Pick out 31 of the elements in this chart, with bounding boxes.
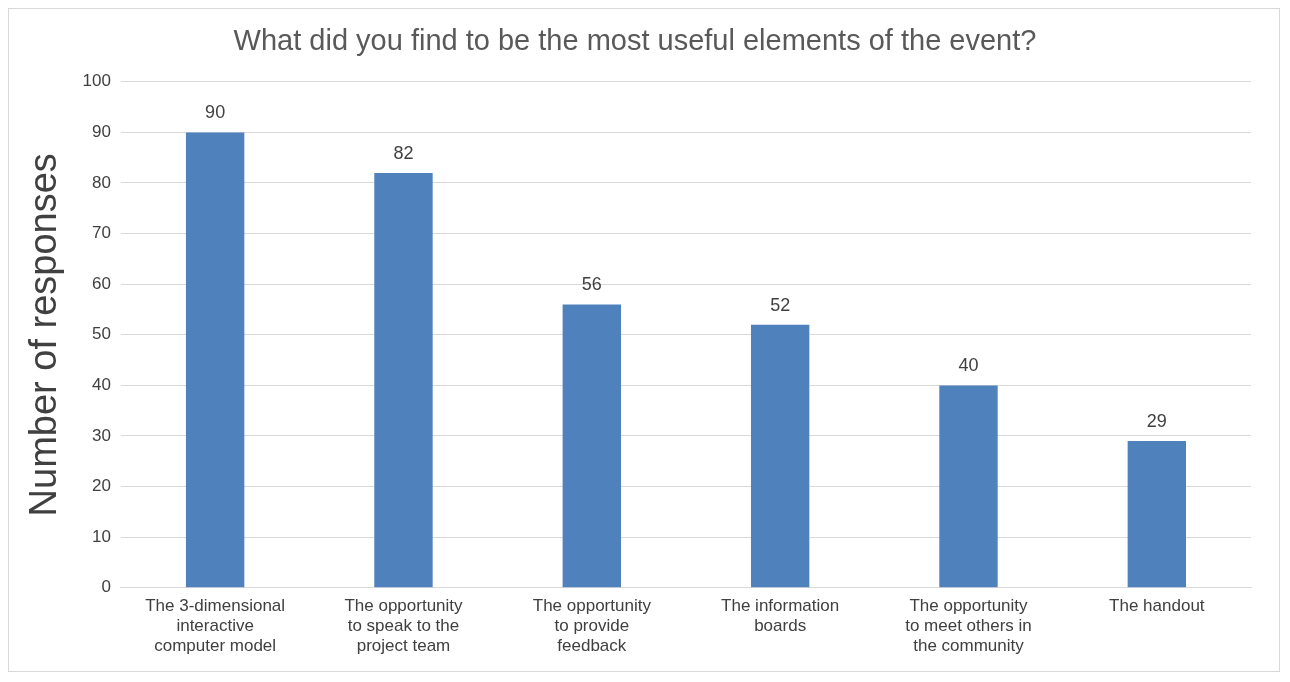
chart-title: What did you find to be the most useful elements of the event?	[233, 24, 1037, 57]
bar	[1127, 441, 1187, 588]
y-tick-label: 50	[92, 324, 111, 344]
bar	[939, 385, 998, 588]
x-tick-label: The handout	[1109, 595, 1205, 615]
y-tick-label: 70	[92, 223, 111, 243]
y-tick-label: 20	[92, 476, 111, 496]
data-label: 52	[770, 294, 791, 315]
x-tick-label: The 3-dimensional interactive computer model	[145, 595, 286, 656]
x-tick-label: The opportunity to provide feedback	[532, 595, 652, 656]
y-tick-label: 90	[92, 122, 111, 142]
bar	[185, 132, 245, 588]
y-axis-title: Number of responses	[22, 153, 65, 517]
x-tick-label: The opportunity to meet others in the community	[905, 595, 1032, 656]
bar	[750, 324, 810, 588]
y-tick-label: 40	[92, 375, 111, 395]
x-tick-label: The opportunity to speak to the project team	[344, 595, 464, 656]
data-label: 29	[1146, 411, 1167, 432]
y-tick-label: 80	[92, 172, 111, 192]
y-tick-label: 10	[92, 526, 111, 546]
bar	[374, 172, 433, 588]
y-tick-label: 60	[92, 273, 111, 293]
bar	[562, 304, 622, 588]
data-label: 56	[581, 274, 602, 295]
y-tick-label: 100	[82, 71, 111, 91]
x-tick-label: The information boards	[721, 595, 840, 636]
data-label: 82	[393, 142, 414, 163]
data-label: 40	[958, 355, 979, 376]
y-tick-label: 30	[92, 425, 111, 445]
y-tick-label: 0	[101, 577, 111, 597]
data-label: 90	[205, 102, 226, 123]
